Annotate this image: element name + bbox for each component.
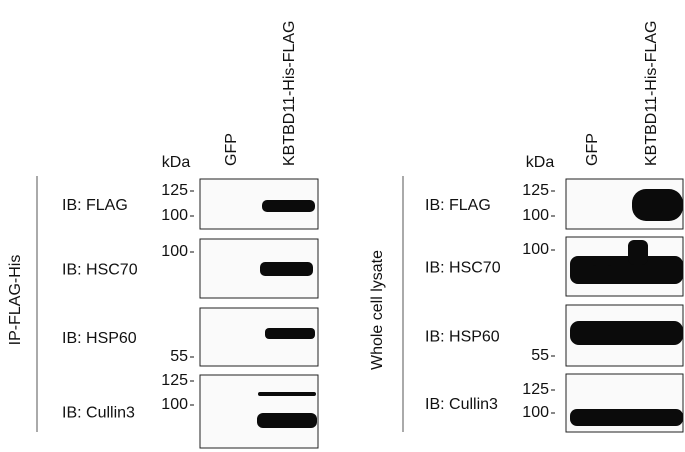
band xyxy=(570,321,683,345)
band xyxy=(265,328,315,339)
blot-label: IB: HSP60 xyxy=(425,329,500,346)
band xyxy=(570,409,683,426)
marker-label: 55 xyxy=(170,348,188,365)
side-label: IP-FLAG-His xyxy=(7,255,24,346)
kda-label: kDa xyxy=(162,154,191,171)
marker-label: 125 xyxy=(161,182,188,199)
marker-label: 100 xyxy=(161,396,188,413)
marker-label: 55 xyxy=(531,347,549,364)
band xyxy=(570,256,683,284)
side-label: Whole cell lysate xyxy=(369,250,386,370)
blot-label: IB: HSC70 xyxy=(62,262,138,279)
marker-label: 125 xyxy=(161,372,188,389)
marker-label: 100 xyxy=(161,243,188,260)
blot-label: IB: HSP60 xyxy=(62,330,137,347)
band xyxy=(257,413,317,428)
marker-label: 125 xyxy=(522,381,549,398)
band xyxy=(262,200,315,212)
lane-label: GFP xyxy=(584,133,601,166)
blot-label: IB: HSC70 xyxy=(425,260,501,277)
kda-label: kDa xyxy=(526,154,555,171)
blot xyxy=(199,374,319,449)
band xyxy=(592,256,612,266)
marker-label: 100 xyxy=(161,207,188,224)
band xyxy=(628,240,648,265)
band xyxy=(260,262,313,276)
band xyxy=(258,392,316,396)
band xyxy=(632,189,683,221)
marker-label: 100 xyxy=(522,404,549,421)
blot-label: IB: FLAG xyxy=(425,197,491,214)
blot-label: IB: Cullin3 xyxy=(62,405,135,422)
lane-label: KBTBD11-His-FLAG xyxy=(643,20,660,166)
blot-label: IB: FLAG xyxy=(62,197,128,214)
lane-label: KBTBD11-His-FLAG xyxy=(281,20,298,166)
marker-label: 100 xyxy=(522,207,549,224)
marker-label: 125 xyxy=(522,182,549,199)
blot-label: IB: Cullin3 xyxy=(425,396,498,413)
marker-label: 100 xyxy=(522,241,549,258)
lane-label: GFP xyxy=(223,133,240,166)
